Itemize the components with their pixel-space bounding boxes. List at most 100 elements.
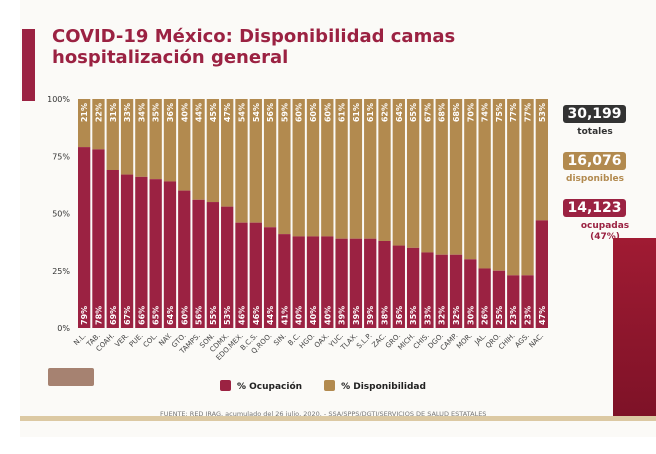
bar-occupancy xyxy=(92,149,105,328)
x-tick-label: PUE. xyxy=(128,332,145,349)
data-label-occupancy: 65% xyxy=(152,306,161,325)
x-tick-label: NAC. xyxy=(528,332,546,350)
bar-availability xyxy=(106,99,119,170)
data-label-availability: 70% xyxy=(466,103,475,122)
data-label-occupancy: 44% xyxy=(266,306,275,325)
bar-availability xyxy=(335,99,348,239)
data-label-availability: 53% xyxy=(538,103,547,122)
data-label-availability: 68% xyxy=(438,103,447,122)
data-label-availability: 75% xyxy=(495,103,504,122)
bar-availability xyxy=(406,99,420,248)
data-label-occupancy: 60% xyxy=(180,306,189,325)
data-label-availability: 54% xyxy=(252,103,261,122)
bar-availability xyxy=(306,99,320,237)
bar-occupancy xyxy=(235,222,248,328)
x-tick-label: CHIS. xyxy=(412,332,431,351)
data-label-occupancy: 64% xyxy=(166,306,175,325)
data-label-occupancy: 40% xyxy=(323,306,332,325)
data-label-availability: 62% xyxy=(381,103,390,122)
bar-availability xyxy=(221,99,234,207)
total-beds-value: 30,199 xyxy=(563,105,626,123)
bar-availability xyxy=(78,99,91,148)
bar-occupancy xyxy=(464,259,477,328)
data-label-occupancy: 67% xyxy=(123,306,132,325)
decorative-red-block xyxy=(613,238,656,416)
data-label-occupancy: 79% xyxy=(80,306,89,325)
data-label-occupancy: 46% xyxy=(252,306,261,325)
bar-availability xyxy=(378,99,391,241)
bar-occupancy xyxy=(120,174,134,328)
data-label-occupancy: 33% xyxy=(423,306,432,325)
data-label-availability: 64% xyxy=(395,103,404,122)
data-label-availability: 35% xyxy=(152,103,161,122)
bar-occupancy xyxy=(306,236,320,328)
legend-item-availability: % Disponibilidad xyxy=(324,380,426,392)
bar-occupancy xyxy=(535,220,548,328)
data-label-occupancy: 66% xyxy=(137,306,146,325)
page-title: COVID-19 México: Disponibilidad camas ho… xyxy=(52,26,456,68)
bar-occupancy xyxy=(135,176,148,328)
bar-occupancy xyxy=(192,199,205,328)
bar-availability xyxy=(292,99,305,237)
legend-item-occupancy: % Ocupación xyxy=(220,380,302,392)
bar-occupancy xyxy=(521,275,534,328)
bar-occupancy xyxy=(149,179,162,328)
data-label-availability: 22% xyxy=(94,103,103,122)
data-label-availability: 60% xyxy=(295,103,304,122)
bar-occupancy xyxy=(335,238,348,328)
bar-availability xyxy=(535,99,548,221)
bar-availability xyxy=(349,99,363,239)
bar-availability xyxy=(507,99,520,276)
data-label-availability: 77% xyxy=(509,103,518,122)
data-label-occupancy: 39% xyxy=(352,306,361,325)
data-label-availability: 56% xyxy=(266,103,275,122)
data-label-occupancy: 46% xyxy=(237,306,246,325)
bar-occupancy xyxy=(278,234,291,328)
data-label-occupancy: 55% xyxy=(209,306,218,325)
occupied-beds-value: 14,123 xyxy=(563,199,626,217)
source-note: FUENTE: RED IRAG, acumulado del 26 julio… xyxy=(160,410,487,418)
y-tick-label: 0% xyxy=(57,324,70,333)
bar-availability xyxy=(464,99,477,260)
data-label-availability: 61% xyxy=(352,103,361,122)
data-label-occupancy: 32% xyxy=(452,306,461,325)
bar-occupancy xyxy=(206,202,220,328)
data-label-availability: 74% xyxy=(481,103,490,122)
data-label-occupancy: 30% xyxy=(466,306,475,325)
total-beds-label: totales xyxy=(577,127,613,137)
available-beds-value: 16,076 xyxy=(563,152,626,170)
data-label-availability: 33% xyxy=(123,103,132,122)
occupied-beds-label: ocupadas (47%) xyxy=(580,221,630,242)
bar-occupancy xyxy=(406,247,420,328)
bar-availability xyxy=(263,99,277,228)
bar-occupancy xyxy=(378,240,391,328)
bar-availability xyxy=(178,99,191,191)
data-label-availability: 44% xyxy=(195,103,204,122)
bar-availability xyxy=(521,99,534,276)
x-tick-label: OAX. xyxy=(313,332,331,350)
legend-swatch xyxy=(324,380,336,391)
bar-availability xyxy=(163,99,177,182)
y-tick-label: 50% xyxy=(52,210,70,219)
data-label-occupancy: 56% xyxy=(195,306,204,325)
legend-label: % Disponibilidad xyxy=(341,382,426,392)
data-label-availability: 59% xyxy=(280,103,289,122)
data-label-availability: 31% xyxy=(109,103,118,122)
bar-occupancy xyxy=(106,169,119,328)
data-label-availability: 34% xyxy=(137,103,146,122)
data-label-occupancy: 39% xyxy=(338,306,347,325)
x-tick-label: MOR. xyxy=(455,332,474,351)
x-tick-label: HGO. xyxy=(298,332,316,350)
data-label-occupancy: 35% xyxy=(409,306,418,325)
x-tick-label: COL. xyxy=(142,332,159,349)
bar-occupancy xyxy=(421,252,434,328)
bar-occupancy xyxy=(449,254,463,328)
bar-availability xyxy=(206,99,220,203)
data-label-occupancy: 36% xyxy=(395,306,404,325)
data-label-occupancy: 41% xyxy=(280,306,289,325)
bar-availability xyxy=(364,99,377,239)
available-beds-label: disponibles xyxy=(566,174,624,184)
bar-availability xyxy=(492,99,506,271)
data-label-occupancy: 53% xyxy=(223,306,232,325)
